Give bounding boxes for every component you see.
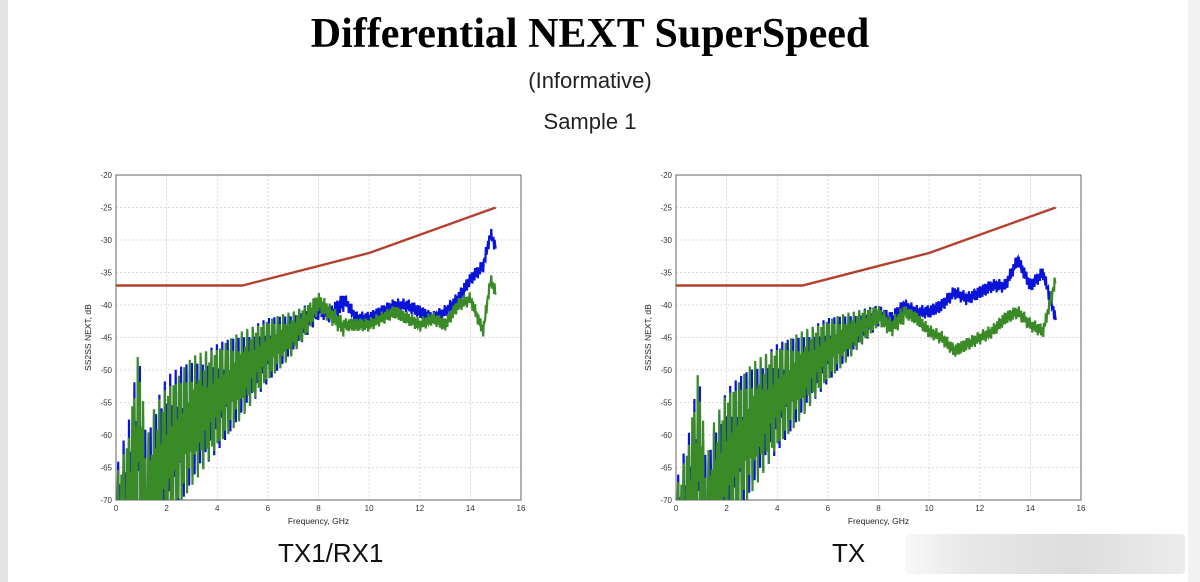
chart-caption-left: TX1/RX1 xyxy=(278,538,384,568)
y-tick-label: -20 xyxy=(100,171,112,180)
y-tick-label: -25 xyxy=(100,204,112,213)
x-tick-label: 8 xyxy=(316,504,321,513)
x-tick-label: 2 xyxy=(164,504,169,513)
chart-caption-right: TX xyxy=(832,538,866,568)
page-title: Differential NEXT SuperSpeed xyxy=(310,11,870,57)
y-tick-label: -70 xyxy=(100,496,112,505)
y-axis-label: SS2SS NEXT, dB xyxy=(83,304,93,371)
x-axis-label: Frequency, GHz xyxy=(288,516,349,526)
series-limit-line xyxy=(116,206,497,287)
plot-area xyxy=(675,174,1082,501)
y-tick-label: -35 xyxy=(100,269,112,278)
x-tick-label: 0 xyxy=(114,504,119,513)
x-tick-label: 12 xyxy=(975,504,984,513)
x-tick-label: 0 xyxy=(674,504,679,513)
y-tick-label: -45 xyxy=(100,334,112,343)
x-tick-label: 16 xyxy=(517,504,526,513)
x-tick-label: 4 xyxy=(215,504,220,513)
y-tick-label: -65 xyxy=(660,464,672,473)
y-tick-label: -50 xyxy=(660,366,672,375)
right-frame-edge xyxy=(1188,0,1200,582)
y-tick-label: -70 xyxy=(660,496,672,505)
y-axis-label: SS2SS NEXT, dB xyxy=(643,304,653,371)
chart-tx1-rx1: 0 2 4 6 8 10 12 14 16 -20 -25 -30 -35 -40 -45 -50 -55 -60… xyxy=(83,171,526,526)
series-green-line xyxy=(116,275,497,500)
y-tick-label: -35 xyxy=(660,269,672,278)
series-green-line xyxy=(676,277,1057,500)
y-tick-label: -20 xyxy=(660,171,672,180)
chart-tx2-rx2: 0 2 4 6 8 10 12 14 16 -20 -25 -30 -35 -40 -45 -50 -55 -60… xyxy=(643,171,1086,526)
y-tick-label: -60 xyxy=(660,431,672,440)
y-tick-label: -55 xyxy=(660,399,672,408)
y-tick-label: -40 xyxy=(100,301,112,310)
x-tick-label: 14 xyxy=(1026,504,1035,513)
y-tick-label: -55 xyxy=(100,399,112,408)
y-tick-label: -25 xyxy=(660,204,672,213)
x-tick-label: 14 xyxy=(466,504,475,513)
subtitle-sample: Sample 1 xyxy=(543,109,637,134)
series-limit-line xyxy=(676,206,1057,287)
y-tick-label: -30 xyxy=(100,236,112,245)
y-tick-label: -45 xyxy=(660,334,672,343)
subtitle-informative: (Informative) xyxy=(528,68,652,93)
y-tick-label: -40 xyxy=(660,301,672,310)
x-tick-label: 8 xyxy=(876,504,881,513)
x-tick-label: 6 xyxy=(826,504,831,513)
y-tick-label: -50 xyxy=(100,366,112,375)
y-tick-label: -60 xyxy=(100,431,112,440)
blurred-watermark xyxy=(905,534,1185,574)
y-tick-label: -65 xyxy=(100,464,112,473)
x-axis-label: Frequency, GHz xyxy=(848,516,909,526)
x-tick-label: 2 xyxy=(724,504,729,513)
y-tick-label: -30 xyxy=(660,236,672,245)
left-frame-edge xyxy=(0,0,8,582)
x-tick-label: 16 xyxy=(1077,504,1086,513)
x-tick-label: 4 xyxy=(775,504,780,513)
plot-area xyxy=(115,174,522,501)
x-tick-label: 12 xyxy=(415,504,424,513)
x-tick-label: 10 xyxy=(365,504,374,513)
x-tick-label: 10 xyxy=(925,504,934,513)
x-tick-label: 6 xyxy=(266,504,271,513)
